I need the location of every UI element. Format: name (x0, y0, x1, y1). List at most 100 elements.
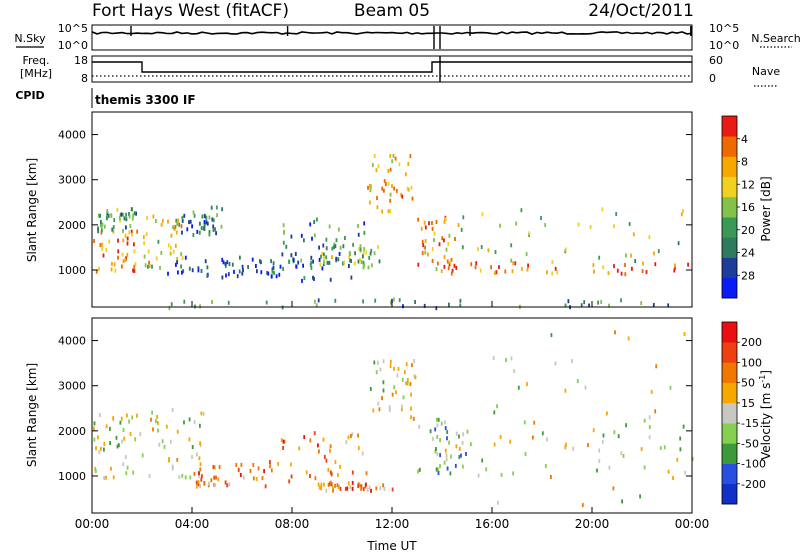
echo-point (365, 250, 368, 255)
echo-point (650, 389, 653, 394)
echo-point (191, 445, 194, 449)
echo-point (583, 300, 586, 305)
echo-point (377, 401, 380, 406)
echo-point (401, 194, 404, 199)
echo-point (320, 486, 323, 491)
echo-point (112, 416, 115, 421)
echo-point (659, 446, 662, 451)
echo-point (523, 420, 526, 425)
echo-point (212, 465, 215, 470)
echo-point (391, 184, 393, 189)
echo-point (163, 444, 166, 449)
echo-point (217, 477, 220, 482)
echo-point (487, 248, 490, 253)
echo-point (269, 460, 271, 464)
echo-point (400, 192, 403, 197)
cpid-strip: CPID themis 3300 IF (15, 88, 196, 108)
echo-point (175, 218, 178, 223)
echo-point (444, 448, 447, 453)
echo-point (225, 273, 227, 278)
echo-point (465, 452, 467, 456)
echo-point (126, 465, 129, 470)
x-tick-label: 00:00 (675, 517, 710, 531)
echo-point (125, 471, 128, 476)
echo-point (621, 499, 623, 504)
echo-point (240, 462, 243, 467)
echo-point (147, 249, 150, 254)
echo-point (263, 469, 265, 474)
echo-point (414, 300, 416, 304)
echo-point (228, 482, 231, 487)
echo-point (363, 247, 366, 251)
echo-point (421, 239, 424, 244)
echo-point (674, 265, 676, 270)
echo-point (150, 417, 152, 422)
echo-point (393, 186, 395, 191)
echo-point (354, 251, 356, 256)
echo-point (368, 255, 371, 260)
echo-point (111, 227, 114, 232)
echo-point (351, 480, 354, 485)
echo-point (632, 232, 635, 237)
echo-point (383, 486, 386, 491)
echo-point (455, 431, 458, 436)
echo-point (598, 255, 601, 260)
echo-point (601, 439, 604, 444)
echo-point (147, 264, 149, 269)
echo-point (211, 300, 213, 304)
echo-point (444, 217, 447, 222)
echo-point (214, 227, 216, 232)
echo-point (109, 441, 111, 446)
echo-point (642, 261, 644, 266)
echo-point (176, 457, 179, 462)
noise-left-tick-bottom: 10^0 (58, 39, 88, 52)
echo-point (625, 423, 627, 428)
echo-point (348, 255, 351, 260)
freq-right-tick-top: 60 (709, 54, 723, 67)
echo-point (130, 207, 133, 212)
echo-point (101, 222, 104, 227)
echo-point (273, 270, 275, 275)
echo-point (132, 213, 135, 218)
echo-point (106, 211, 109, 216)
echo-point (443, 238, 445, 243)
echo-point (329, 448, 331, 453)
echo-point (165, 424, 168, 429)
echo-point (343, 260, 345, 265)
echo-point (195, 484, 198, 489)
echo-point (405, 362, 408, 367)
echo-point (183, 420, 185, 425)
echo-point (139, 432, 142, 437)
echo-point (412, 416, 415, 421)
colorbar-swatch (722, 342, 737, 363)
echo-point (358, 247, 361, 251)
echo-point (493, 442, 496, 447)
echo-point (316, 217, 318, 222)
echo-point (357, 232, 360, 237)
echo-point (500, 472, 503, 477)
echo-point (597, 300, 599, 305)
echo-point (212, 228, 215, 232)
echo-point (627, 336, 630, 341)
echo-point (417, 217, 419, 222)
echo-point (275, 274, 278, 279)
echo-point (391, 392, 394, 397)
echo-point (446, 430, 449, 434)
echo-point (475, 261, 478, 266)
velocity-colorbar-label-sup: -1 (758, 375, 767, 383)
echo-point (462, 432, 465, 437)
echo-point (110, 213, 113, 218)
echo-point (349, 252, 351, 257)
echo-point (247, 265, 249, 269)
echo-point (648, 435, 651, 440)
echo-point (540, 215, 542, 220)
echo-point (363, 230, 366, 235)
echo-point (420, 226, 423, 231)
echo-point (455, 444, 458, 449)
echo-point (388, 408, 391, 413)
noise-sky-line (91, 31, 693, 35)
echo-point (447, 242, 450, 247)
echo-point (242, 268, 244, 273)
echo-point (389, 198, 392, 203)
echo-point (564, 388, 567, 393)
